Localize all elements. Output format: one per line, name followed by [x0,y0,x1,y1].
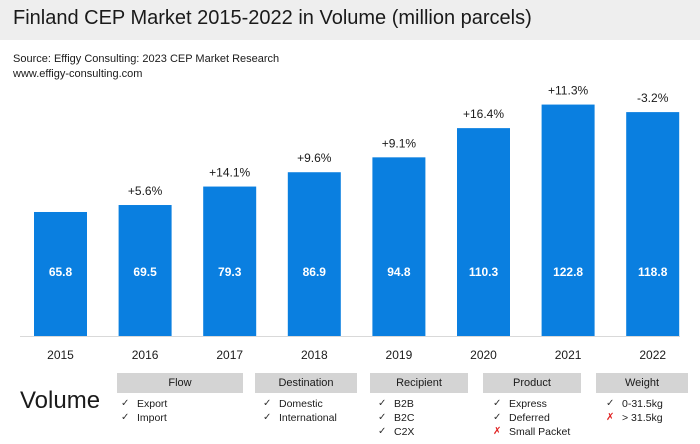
category-items: ✓ Export ✓ Import [117,397,243,425]
category-flow: Flow ✓ Export ✓ Import [117,373,243,425]
category-item: ✓ 0-31.5kg [606,397,688,411]
bar-value-label: 69.5 [133,265,157,279]
category-item: ✓ Domestic [263,397,357,411]
bar-value-label: 110.3 [469,265,499,279]
category-header: Recipient [370,373,468,393]
category-items: ✓ Express ✓ Deferred ✗ Small Packet [483,397,581,439]
category-item-label: Domestic [279,398,323,410]
category-item: ✓ C2X [378,425,468,439]
growth-label: +14.1% [209,166,250,180]
category-weight: Weight ✓ 0-31.5kg ✗ > 31.5kg [596,373,688,425]
bar-value-label: 79.3 [218,265,242,279]
category-header: Product [483,373,581,393]
bar-2020 [457,128,510,336]
growth-label: -3.2% [637,91,669,105]
check-icon: ✓ [263,398,272,409]
x-tick-label: 2018 [301,348,328,362]
check-icon: ✓ [606,398,615,409]
volume-title: Volume [20,387,101,414]
source-text: Source: Effigy Consulting: 2023 CEP Mark… [13,53,280,65]
x-tick-label: 2015 [47,348,74,362]
category-recipient: Recipient ✓ B2B ✓ B2C ✓ C2X [370,373,468,439]
growth-label: +9.6% [297,151,332,165]
category-item: ✗ Small Packet [493,425,581,439]
check-icon: ✓ [378,426,387,437]
growth-label: +5.6% [128,184,163,198]
category-header: Weight [596,373,688,393]
category-items: ✓ Domestic ✓ International [255,397,357,425]
x-tick-label: 2016 [132,348,159,362]
category-item: ✓ B2B [378,397,468,411]
x-tick-label: 2022 [639,348,666,362]
bar-value-label: 94.8 [387,265,411,279]
category-item: ✓ Export [121,397,243,411]
category-items: ✓ B2B ✓ B2C ✓ C2X [370,397,468,439]
check-icon: ✓ [378,412,387,423]
x-tick-label: 2017 [216,348,243,362]
category-item-label: Small Packet [509,426,571,438]
chart-title: Finland CEP Market 2015-2022 in Volume (… [13,7,532,29]
growth-label: +9.1% [382,136,417,150]
category-item: ✗ > 31.5kg [606,411,688,425]
category-items: ✓ 0-31.5kg ✗ > 31.5kg [596,397,688,425]
category-item-label: Export [137,398,168,410]
category-item-label: B2C [394,412,415,424]
category-item: ✓ International [263,411,357,425]
x-tick-label: 2020 [470,348,497,362]
x-tick-label: 2019 [386,348,413,362]
category-item-label: C2X [394,426,415,438]
bar-2022 [626,112,680,336]
bar-value-label: 122.8 [553,265,583,279]
bar-value-label: 118.8 [638,265,668,279]
bar-2021 [541,104,595,336]
bar-2019 [372,157,426,336]
category-item-label: International [279,412,337,424]
bar-chart: 65.8 2015 69.5 +5.6% 2016 79.3 +14.1% 2017 86.9 +… [20,84,680,362]
check-icon: ✓ [121,412,130,423]
bar-2018 [287,172,341,336]
bar-2016 [118,205,172,336]
category-item-label: Express [509,398,547,410]
category-item: ✓ Import [121,411,243,425]
growth-label: +16.4% [463,107,504,121]
category-product: Product ✓ Express ✓ Deferred ✗ Small Packet [483,373,581,439]
check-icon: ✓ [493,412,502,423]
category-item-label: Deferred [509,412,550,424]
x-tick-label: 2021 [555,348,582,362]
category-header: Destination [255,373,357,393]
category-item: ✓ Express [493,397,581,411]
check-icon: ✓ [121,398,130,409]
check-icon: ✓ [263,412,272,423]
category-item: ✓ B2C [378,411,468,425]
cross-icon: ✗ [606,412,615,423]
category-destination: Destination ✓ Domestic ✓ International [255,373,357,425]
bar-2017 [203,186,257,336]
bar-value-label: 86.9 [303,265,327,279]
check-icon: ✓ [493,398,502,409]
source-url: www.effigy-consulting.com [13,68,143,80]
category-item-label: B2B [394,398,414,410]
category-item: ✓ Deferred [493,411,581,425]
cross-icon: ✗ [493,426,502,437]
bar-2015 [34,211,87,336]
category-item-label: > 31.5kg [622,412,663,424]
bar-value-label: 65.8 [49,265,73,279]
category-header: Flow [117,373,243,393]
category-item-label: Import [137,412,167,424]
title-bar: Finland CEP Market 2015-2022 in Volume (… [0,0,700,40]
category-item-label: 0-31.5kg [622,398,663,410]
check-icon: ✓ [378,398,387,409]
growth-label: +11.3% [548,84,588,98]
